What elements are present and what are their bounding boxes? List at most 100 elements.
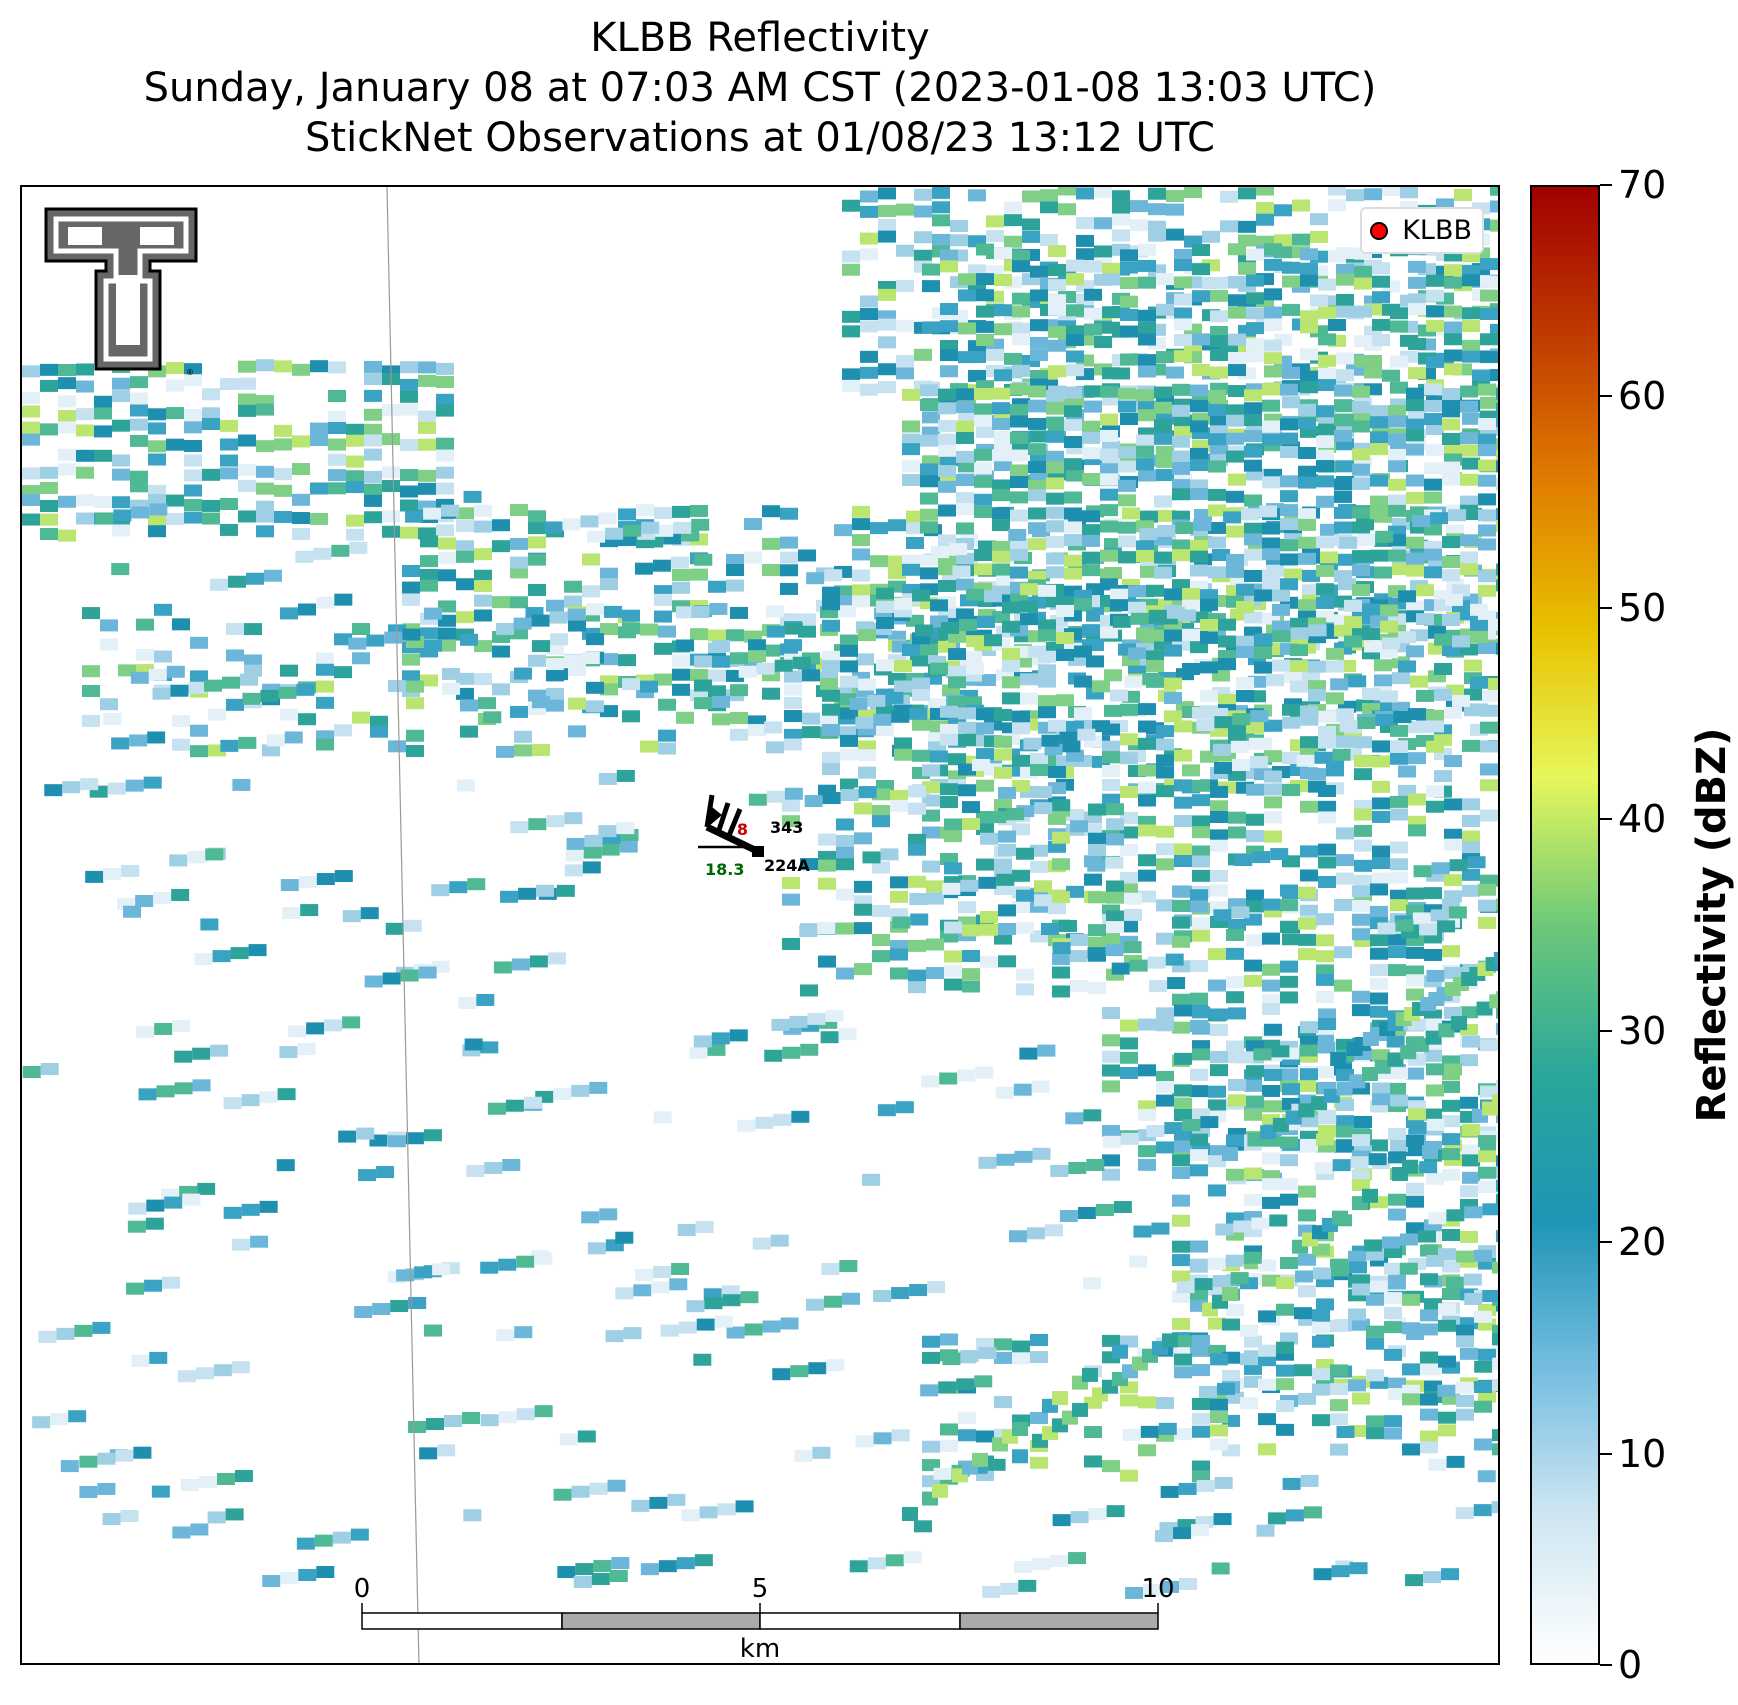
reflectivity-cell xyxy=(694,697,712,710)
reflectivity-cell xyxy=(295,550,314,563)
reflectivity-cell xyxy=(1424,1018,1442,1031)
reflectivity-cell xyxy=(1402,1322,1420,1335)
reflectivity-cell xyxy=(1330,678,1349,691)
reflectivity-cell xyxy=(1028,400,1046,413)
reflectivity-cell xyxy=(992,387,1010,400)
reflectivity-cell xyxy=(1214,761,1233,774)
reflectivity-cell xyxy=(1280,446,1298,459)
reflectivity-cell xyxy=(1426,709,1444,722)
reflectivity-cell xyxy=(623,1327,642,1340)
reflectivity-cell xyxy=(220,378,238,391)
reflectivity-cell xyxy=(1102,1334,1120,1347)
reflectivity-cell xyxy=(1174,1140,1192,1153)
reflectivity-cell xyxy=(148,668,167,681)
reflectivity-cell xyxy=(1138,469,1156,482)
reflectivity-cell xyxy=(976,858,994,871)
reflectivity-cell xyxy=(1172,404,1190,417)
reflectivity-cell xyxy=(1352,506,1370,519)
reflectivity-cell xyxy=(1456,1408,1474,1421)
reflectivity-cell xyxy=(478,697,496,710)
reflectivity-cell xyxy=(744,1323,763,1336)
reflectivity-cell xyxy=(1226,1134,1244,1147)
reflectivity-cell xyxy=(1375,713,1394,726)
reflectivity-cell xyxy=(1118,551,1136,564)
radar-map[interactable]: ® 8 343 18.3 224A 0 5 10 xyxy=(20,185,1500,1665)
reflectivity-cell xyxy=(528,510,546,523)
reflectivity-cell xyxy=(209,578,228,591)
reflectivity-cell xyxy=(1280,490,1298,503)
reflectivity-cell xyxy=(334,666,352,679)
reflectivity-cell xyxy=(1452,584,1470,597)
reflectivity-cell xyxy=(577,1430,596,1443)
reflectivity-cell xyxy=(382,466,400,479)
reflectivity-cell xyxy=(1068,1552,1087,1565)
reflectivity-cell xyxy=(534,1405,553,1418)
reflectivity-cell xyxy=(1129,959,1148,972)
reflectivity-cell xyxy=(564,864,583,877)
reflectivity-cell xyxy=(1026,1227,1045,1240)
reflectivity-cell xyxy=(146,1199,165,1212)
reflectivity-cell xyxy=(384,631,403,644)
reflectivity-cell xyxy=(1264,750,1282,763)
reflectivity-cell xyxy=(1280,539,1298,552)
reflectivity-cell xyxy=(1028,461,1046,474)
reflectivity-cell xyxy=(1318,843,1336,856)
reflectivity-cell xyxy=(1138,854,1156,867)
reflectivity-cell xyxy=(1030,752,1048,765)
reflectivity-cell xyxy=(1046,430,1064,443)
reflectivity-cell xyxy=(1246,322,1264,335)
reflectivity-cell xyxy=(1118,521,1136,534)
reflectivity-cell xyxy=(1226,450,1244,463)
reflectivity-cell xyxy=(712,713,730,726)
reflectivity-cell xyxy=(148,525,166,538)
reflectivity-cells xyxy=(22,187,1500,1599)
reflectivity-cell xyxy=(474,609,492,622)
reflectivity-cell xyxy=(1102,1125,1120,1138)
reflectivity-cell xyxy=(1211,1562,1230,1575)
reflectivity-cell xyxy=(1390,1139,1408,1152)
reflectivity-cell xyxy=(998,955,1016,968)
reflectivity-cell xyxy=(172,738,190,751)
reflectivity-cell xyxy=(1406,1134,1424,1147)
colorbar-tick-label: 30 xyxy=(1618,1008,1667,1053)
reflectivity-cell xyxy=(130,671,149,684)
reflectivity-cell xyxy=(1302,584,1320,597)
reflectivity-cell xyxy=(1294,1307,1312,1320)
reflectivity-cell xyxy=(726,553,744,566)
reflectivity-cell xyxy=(238,736,257,749)
reflectivity-cell xyxy=(896,244,914,257)
reflectivity-cell xyxy=(1082,447,1100,460)
reflectivity-cell xyxy=(1084,1455,1102,1468)
reflectivity-cell xyxy=(607,1479,626,1492)
reflectivity-cell xyxy=(288,1025,307,1038)
reflectivity-cell xyxy=(1190,539,1208,552)
reflectivity-cell xyxy=(1326,647,1344,660)
reflectivity-cell xyxy=(192,1079,211,1092)
reflectivity-cell xyxy=(1280,1193,1298,1206)
reflectivity-cell xyxy=(1426,319,1444,332)
reflectivity-cell xyxy=(878,218,896,231)
reflectivity-cell xyxy=(1230,1272,1249,1285)
reflectivity-cell xyxy=(131,506,150,519)
reflectivity-cell xyxy=(762,1320,781,1333)
reflectivity-cell xyxy=(616,822,635,835)
reflectivity-cell xyxy=(654,673,672,686)
reflectivity-cell xyxy=(1087,947,1106,960)
reflectivity-cell xyxy=(862,851,881,864)
reflectivity-cell xyxy=(1228,811,1246,824)
reflectivity-cell xyxy=(895,1101,914,1114)
reflectivity-cell xyxy=(184,409,202,422)
reflectivity-cell xyxy=(1498,400,1500,412)
reflectivity-cell xyxy=(730,711,748,724)
reflectivity-cell xyxy=(872,805,890,818)
reflectivity-cell xyxy=(1442,461,1460,474)
reflectivity-cell xyxy=(1462,412,1480,425)
reflectivity-cell xyxy=(1464,1206,1483,1219)
reflectivity-cell xyxy=(143,776,162,789)
reflectivity-cell xyxy=(1220,220,1238,233)
reflectivity-cell xyxy=(1498,323,1500,335)
reflectivity-cell xyxy=(148,440,166,453)
reflectivity-cell xyxy=(1190,1149,1208,1162)
reflectivity-cell xyxy=(1420,1273,1438,1286)
reflectivity-cell xyxy=(972,1452,988,1467)
